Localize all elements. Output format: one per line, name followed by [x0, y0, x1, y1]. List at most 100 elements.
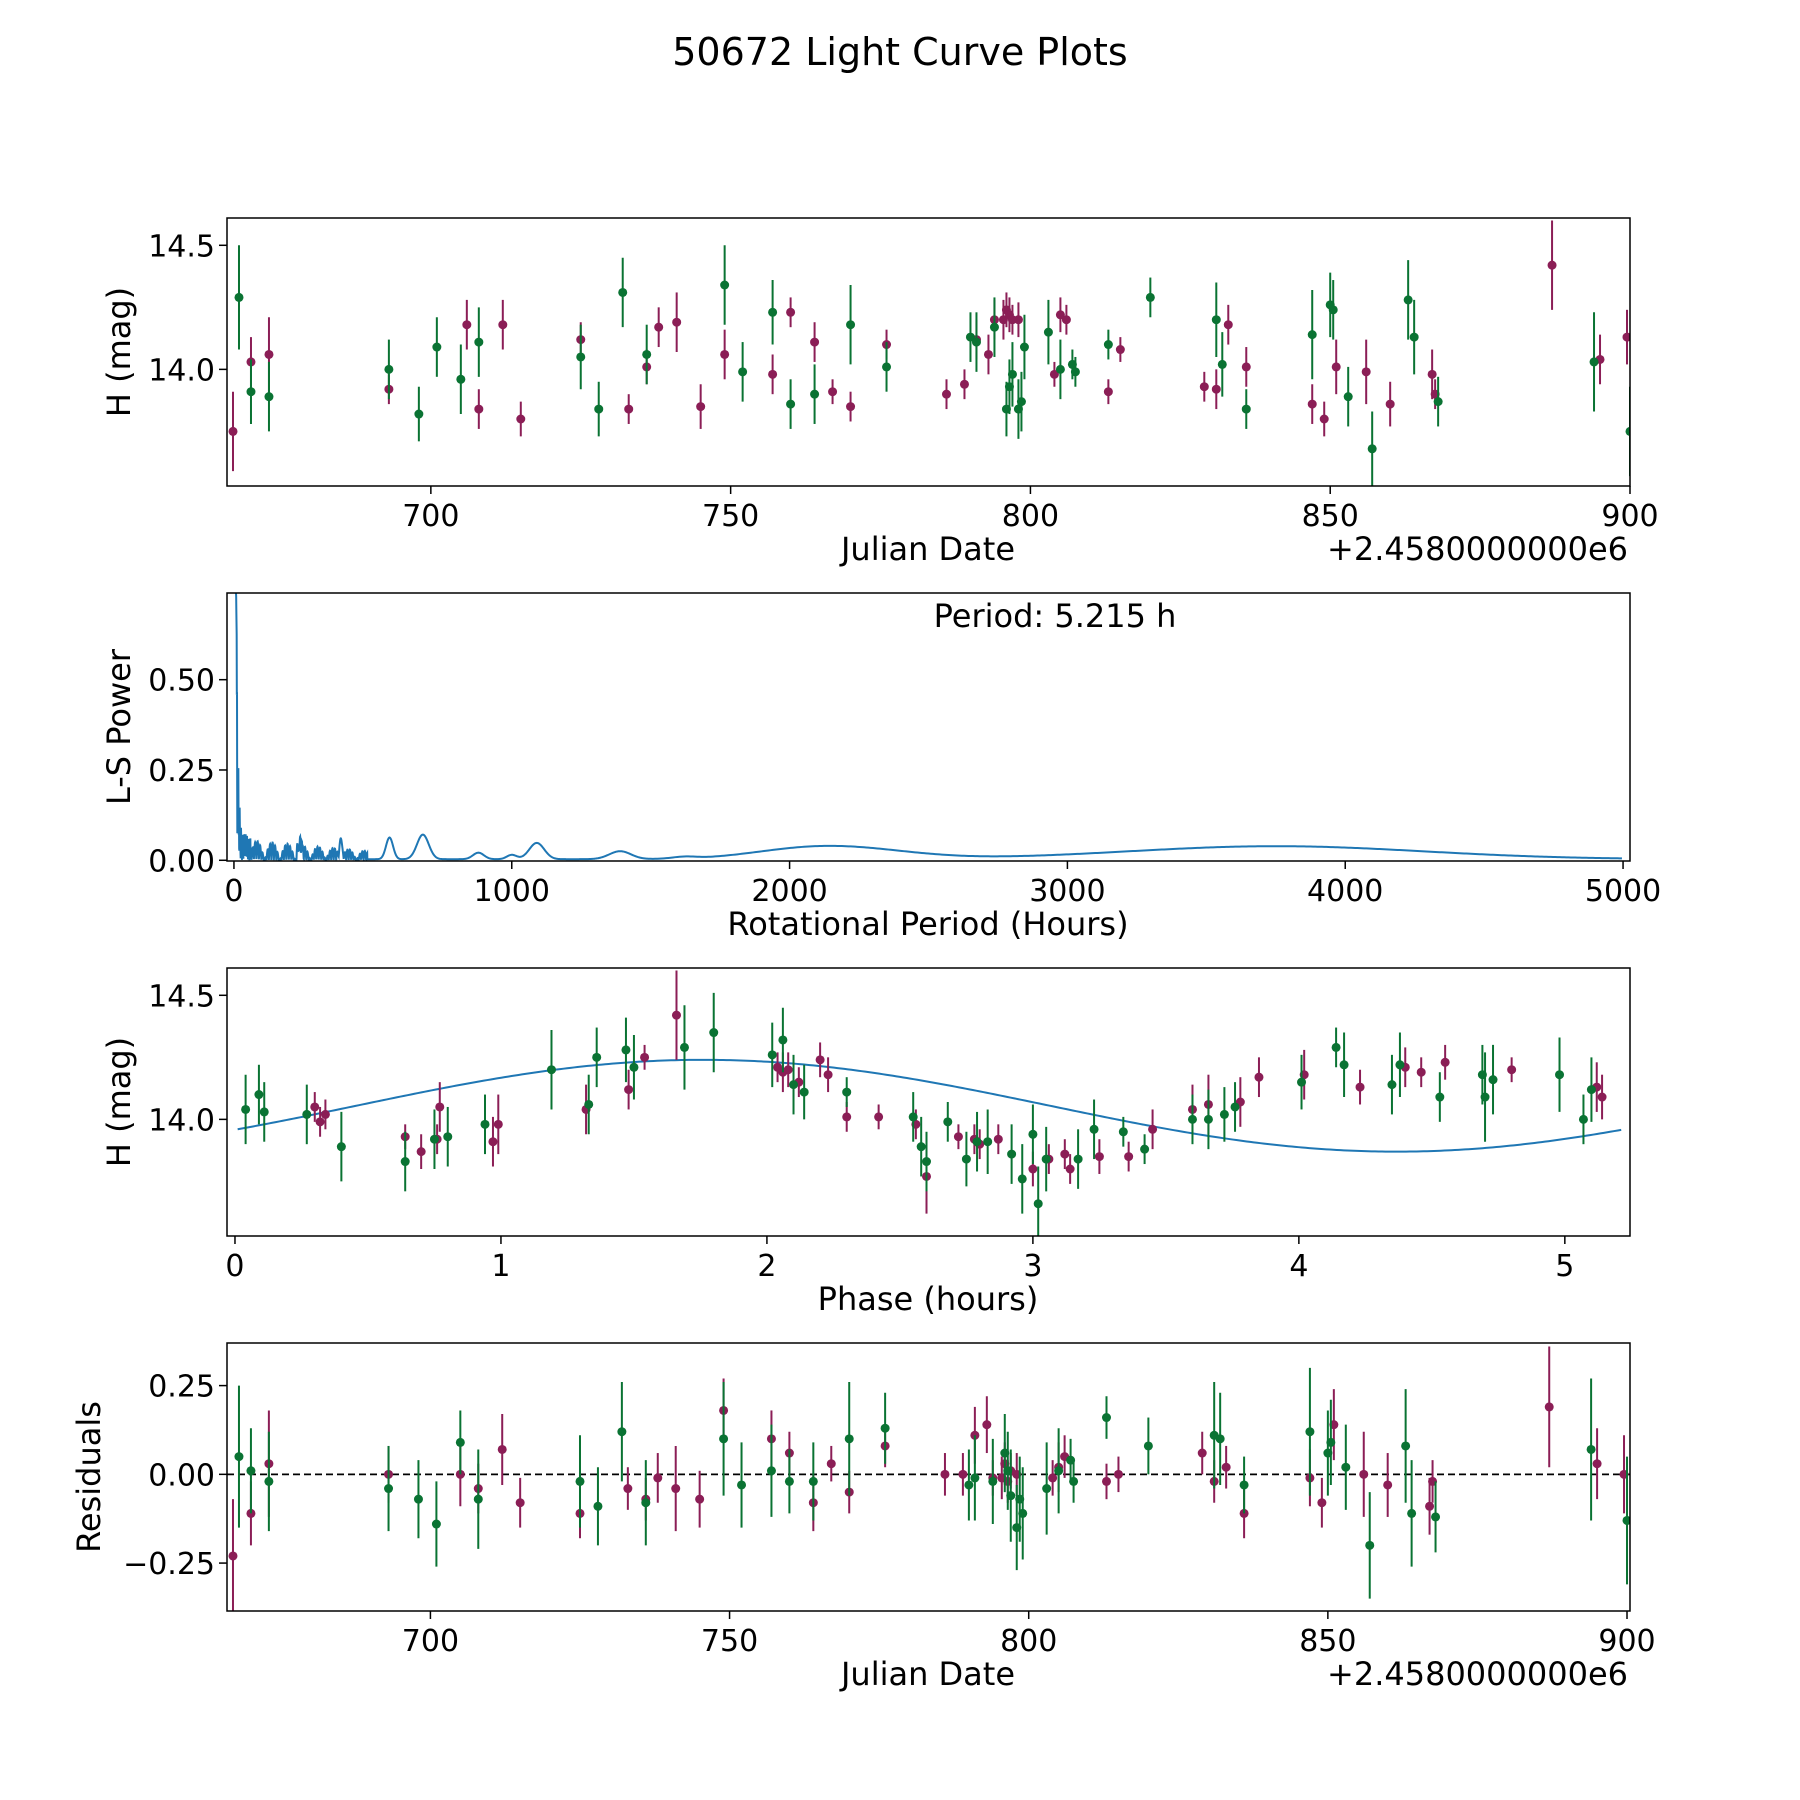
residuals-point-filter-a	[1197, 1448, 1207, 1458]
figure-title: 50672 Light Curve Plots	[672, 30, 1127, 74]
residuals-point-filter-a	[1113, 1469, 1123, 1479]
lightcurve-point-filter-b	[1043, 327, 1053, 337]
phased-point-filter-b	[1387, 1080, 1397, 1090]
lightcurve-point-filter-b	[1589, 357, 1599, 367]
phased-point-filter-b	[908, 1112, 918, 1122]
phased-point-filter-b	[400, 1157, 410, 1167]
residuals-point-filter-b	[964, 1480, 974, 1490]
lightcurve-point-filter-a	[1199, 382, 1209, 392]
residuals-point-filter-a	[515, 1498, 525, 1508]
lightcurve-point-filter-a	[1361, 367, 1371, 377]
phased-point-filter-a	[783, 1065, 793, 1075]
phased-point-filter-b	[1435, 1092, 1445, 1102]
phased-point-filter-a	[1060, 1149, 1070, 1159]
lightcurve-point-filter-b	[768, 307, 778, 317]
residuals-point-filter-a	[1544, 1402, 1554, 1412]
lightcurve-point-filter-a	[264, 349, 274, 359]
residuals-point-filter-b	[1586, 1444, 1596, 1454]
residuals-point-filter-b	[641, 1498, 651, 1508]
lightcurve-frame	[226, 217, 1631, 487]
phased-point-filter-b	[629, 1062, 639, 1072]
lightcurve-point-filter-b	[989, 322, 999, 332]
periodogram-y-label: L-S Power	[100, 648, 138, 805]
phased-point-filter-b	[767, 1050, 777, 1060]
lightcurve-x-tick-label: 800	[1002, 499, 1059, 534]
lightcurve-point-filter-b	[432, 342, 442, 352]
residuals-point-filter-b	[1401, 1441, 1411, 1451]
lightcurve-point-filter-b	[246, 387, 256, 397]
lightcurve-point-filter-a	[720, 349, 730, 359]
lightcurve-point-filter-a	[786, 307, 796, 317]
residuals-point-filter-a	[1359, 1469, 1369, 1479]
lightcurve-point-filter-a	[1241, 362, 1251, 372]
phased-point-filter-b	[1033, 1199, 1043, 1209]
phased-y-label: H (mag)	[100, 1037, 138, 1167]
residuals-point-filter-a	[958, 1469, 968, 1479]
phased-point-filter-b	[679, 1042, 689, 1052]
lightcurve-x-tick-label: 900	[1601, 499, 1658, 534]
phased-y-tick-label: 14.0	[148, 1103, 215, 1138]
phased-point-filter-b	[1578, 1114, 1588, 1124]
lightcurve-point-filter-a	[624, 404, 634, 414]
phased-point-filter-a	[671, 1010, 681, 1020]
residuals-point-filter-b	[737, 1480, 747, 1490]
residuals-point-filter-b	[1239, 1480, 1249, 1490]
lightcurve-point-filter-b	[1007, 369, 1017, 379]
periodogram-line	[235, 593, 1622, 861]
phased-point-filter-b	[983, 1137, 993, 1147]
residuals-point-filter-a	[228, 1551, 238, 1561]
phased-point-filter-a	[315, 1117, 325, 1127]
phased-x-tick-label: 3	[1023, 1249, 1042, 1284]
residuals-point-filter-b	[784, 1476, 794, 1486]
lightcurve-x-tick-label: 700	[402, 499, 459, 534]
phased-point-filter-b	[1140, 1144, 1150, 1154]
lightcurve-point-filter-a	[828, 387, 838, 397]
lightcurve-point-filter-b	[456, 374, 466, 384]
lightcurve-point-filter-b	[594, 404, 604, 414]
lightcurve-point-filter-b	[1016, 397, 1026, 407]
lightcurve-point-filter-a	[498, 320, 508, 330]
lightcurve-point-filter-a	[1061, 315, 1071, 325]
residuals-y-tick-label: −0.25	[123, 1547, 215, 1582]
phased-point-filter-a	[993, 1134, 1003, 1144]
lightcurve-point-filter-b	[882, 362, 892, 372]
phased-point-filter-b	[1089, 1124, 1099, 1134]
phased-point-filter-a	[640, 1052, 650, 1062]
lightcurve-point-filter-b	[738, 367, 748, 377]
residuals-point-filter-a	[1048, 1473, 1058, 1483]
lightcurve-point-filter-b	[810, 389, 820, 399]
phased-point-filter-b	[1331, 1042, 1341, 1052]
lightcurve-point-filter-b	[414, 409, 424, 419]
phased-point-filter-a	[416, 1147, 426, 1157]
lightcurve-point-filter-a	[696, 402, 706, 412]
residuals-point-filter-b	[970, 1473, 980, 1483]
lightcurve-point-filter-a	[1427, 369, 1437, 379]
lightcurve-point-filter-a	[1547, 260, 1557, 270]
lightcurve-point-filter-a	[846, 402, 856, 412]
phased-point-filter-b	[302, 1109, 312, 1119]
lightcurve-point-filter-b	[1343, 392, 1353, 402]
phased-point-filter-b	[1488, 1075, 1498, 1085]
lightcurve-point-filter-a	[1223, 320, 1233, 330]
periodogram-x-tick-label: 1000	[474, 874, 550, 909]
lightcurve-x-tick-label: 850	[1302, 499, 1359, 534]
lightcurve-point-filter-a	[1115, 345, 1125, 355]
periodogram-frame	[226, 592, 1631, 862]
phased-point-filter-b	[1007, 1149, 1017, 1159]
phased-point-filter-b	[584, 1099, 594, 1109]
residuals-x-tick-label: 850	[1299, 1624, 1356, 1659]
phased-point-filter-a	[823, 1070, 833, 1080]
phased-point-filter-a	[815, 1055, 825, 1065]
residuals-point-filter-a	[671, 1484, 681, 1494]
panel-periodogram: 0 1000 2000 3000 4000 5000 0.00 0.25 0.50 Period…	[100, 592, 1661, 943]
residuals-point-filter-a	[826, 1459, 836, 1469]
residuals-point-filter-b	[766, 1466, 776, 1476]
residuals-point-filter-b	[246, 1466, 256, 1476]
phased-point-filter-a	[953, 1132, 963, 1142]
phased-point-filter-b	[1395, 1060, 1405, 1070]
phased-point-filter-a	[310, 1102, 320, 1112]
lightcurve-point-filter-a	[1319, 414, 1329, 424]
phased-point-filter-a	[1597, 1092, 1607, 1102]
lightcurve-point-filter-a	[1013, 315, 1023, 325]
